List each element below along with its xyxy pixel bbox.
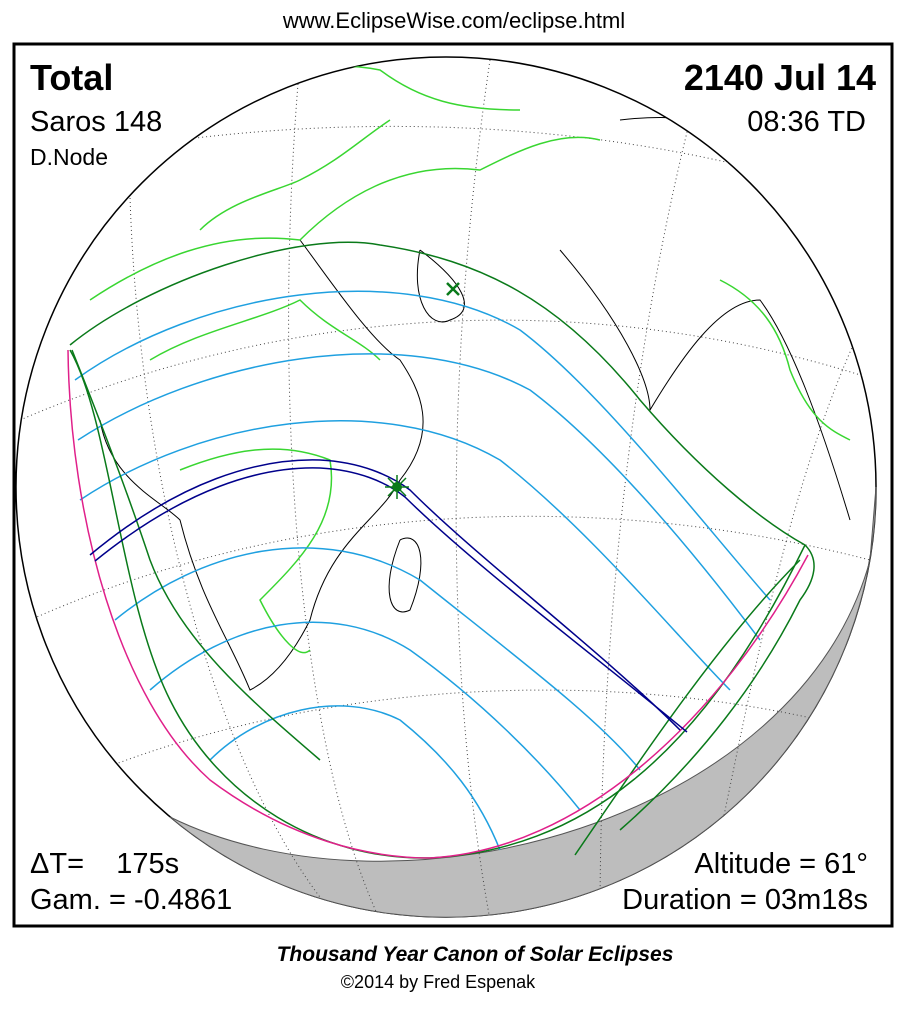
node: D.Node [30,144,108,170]
penumbra-limits [69,241,815,859]
gamma: Gam. = -0.4861 [30,884,232,916]
saros: Saros 148 [30,106,162,138]
time: 08:36 TD [747,106,866,138]
greatest-eclipse-marker [385,475,409,499]
date: 2140 Jul 14 [684,57,876,98]
magnitude-curves [74,290,771,851]
rise-set-limit [67,349,809,859]
footer-title: Thousand Year Canon of Solar Eclipses [277,943,674,966]
subsolar-marker [446,282,460,296]
globe [15,56,877,918]
eclipse-type: Total [30,57,113,98]
copyright: ©2014 by Fred Espenak [341,972,536,992]
duration: Duration = 03m18s [622,884,868,916]
night-shadow [169,486,877,918]
altitude: Altitude = 61° [694,848,868,880]
totality-path [89,459,688,733]
delta-t: ΔT= 175s [30,848,179,880]
url: www.EclipseWise.com/eclipse.html [282,8,625,33]
